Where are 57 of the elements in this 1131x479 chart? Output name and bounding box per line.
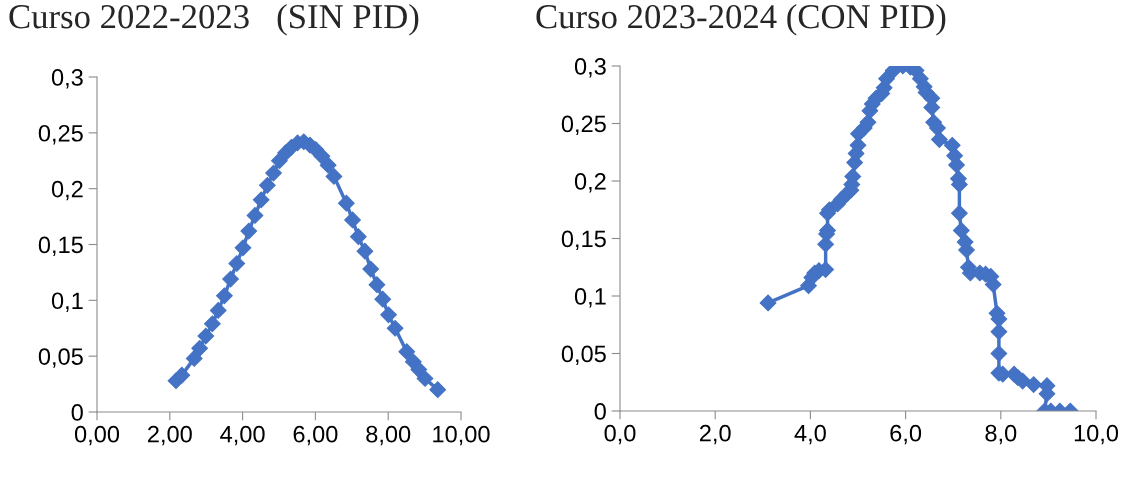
y-tick-label: 0 <box>594 403 606 420</box>
point <box>398 343 416 361</box>
x-tick-label: 2,0 <box>699 424 731 445</box>
y-tick-label: 0,1 <box>51 292 83 312</box>
chart-title: Curso 2023-2024 (CON PID) <box>536 4 946 36</box>
x-tick-label: 6,00 <box>293 425 338 446</box>
y-tick-label: 0,05 <box>38 348 83 368</box>
point <box>368 276 386 294</box>
x-tick-label: 10,00 <box>433 425 490 446</box>
y-tick-label: 0,1 <box>574 288 606 308</box>
point <box>197 327 215 345</box>
point <box>429 381 447 399</box>
point <box>319 156 337 174</box>
point <box>258 176 276 194</box>
point <box>228 255 246 272</box>
y-tick-label: 0,05 <box>561 345 606 366</box>
point <box>222 270 239 288</box>
point <box>265 164 282 182</box>
point <box>191 339 209 357</box>
point <box>185 350 203 367</box>
y-tick-label: 0,2 <box>51 180 83 201</box>
point <box>234 239 252 257</box>
y-tick-label: 0,15 <box>561 230 606 251</box>
point <box>344 211 361 229</box>
x-tick-label: 4,00 <box>220 425 265 446</box>
point <box>246 207 264 224</box>
x-tick-label: 8,0 <box>985 424 1017 445</box>
point <box>216 287 233 305</box>
point <box>362 260 380 278</box>
point <box>204 315 221 333</box>
y-tick-label: 0,25 <box>38 124 83 145</box>
point <box>209 302 227 319</box>
point <box>349 228 367 246</box>
point <box>374 290 392 308</box>
point <box>356 242 374 260</box>
point <box>380 306 397 324</box>
point <box>173 366 191 384</box>
x-tick-label: 10,0 <box>1074 424 1119 445</box>
point <box>386 319 404 337</box>
y-tick-label: 0 <box>71 404 83 421</box>
y-tick-label: 0,3 <box>51 69 83 89</box>
y-tick-label: 0,15 <box>38 236 83 257</box>
x-tick-label: 0,0 <box>604 424 636 445</box>
x-tick-label: 8,00 <box>366 425 411 446</box>
y-tick-label: 0,2 <box>574 173 606 193</box>
point <box>325 168 343 185</box>
y-tick-label: 0,3 <box>574 58 606 78</box>
point <box>416 370 434 387</box>
x-tick-label: 0,00 <box>74 425 120 446</box>
x-tick-label: 6,0 <box>890 424 922 445</box>
y-tick-label: 0,25 <box>561 115 606 136</box>
x-tick-label: 2,00 <box>148 425 192 446</box>
x-tick-label: 4,0 <box>794 424 826 445</box>
point <box>252 191 270 209</box>
chart-title: Curso 2022-2023 (SIN PID) <box>9 4 419 36</box>
point <box>240 222 258 240</box>
point <box>337 194 355 212</box>
